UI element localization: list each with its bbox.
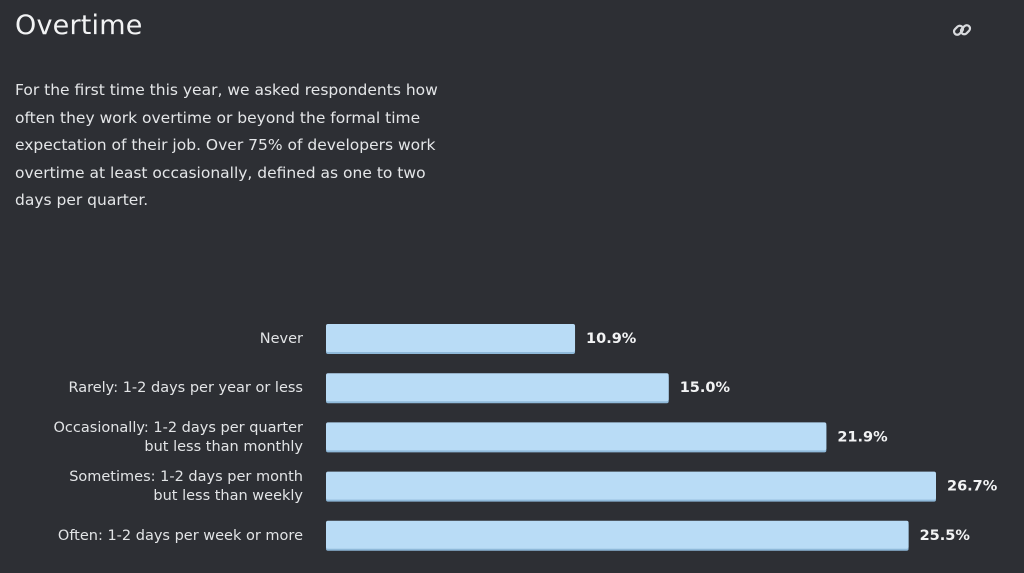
bar: [326, 471, 936, 500]
category-label: Sometimes: 1-2 days per month: [69, 469, 303, 485]
category-label: Often: 1-2 days per week or more: [58, 528, 303, 544]
category-label: but less than monthly: [144, 439, 303, 455]
value-label: 15.0%: [680, 380, 731, 396]
value-label: 25.5%: [920, 528, 971, 544]
section-title: Overtime: [15, 10, 143, 41]
category-label: but less than weekly: [153, 488, 303, 504]
category-label: Never: [260, 331, 303, 347]
category-label: Occasionally: 1-2 days per quarter: [54, 420, 304, 436]
bar: [326, 373, 669, 402]
section-description: For the first time this year, we asked r…: [15, 81, 438, 209]
value-label: 26.7%: [947, 479, 998, 495]
link-icon[interactable]: [950, 18, 974, 42]
bar: [326, 520, 909, 549]
value-label: 21.9%: [837, 429, 888, 445]
value-label: 10.9%: [586, 331, 637, 347]
bar: [326, 324, 576, 352]
category-label: Rarely: 1-2 days per year or less: [68, 380, 303, 396]
bar: [326, 422, 827, 451]
